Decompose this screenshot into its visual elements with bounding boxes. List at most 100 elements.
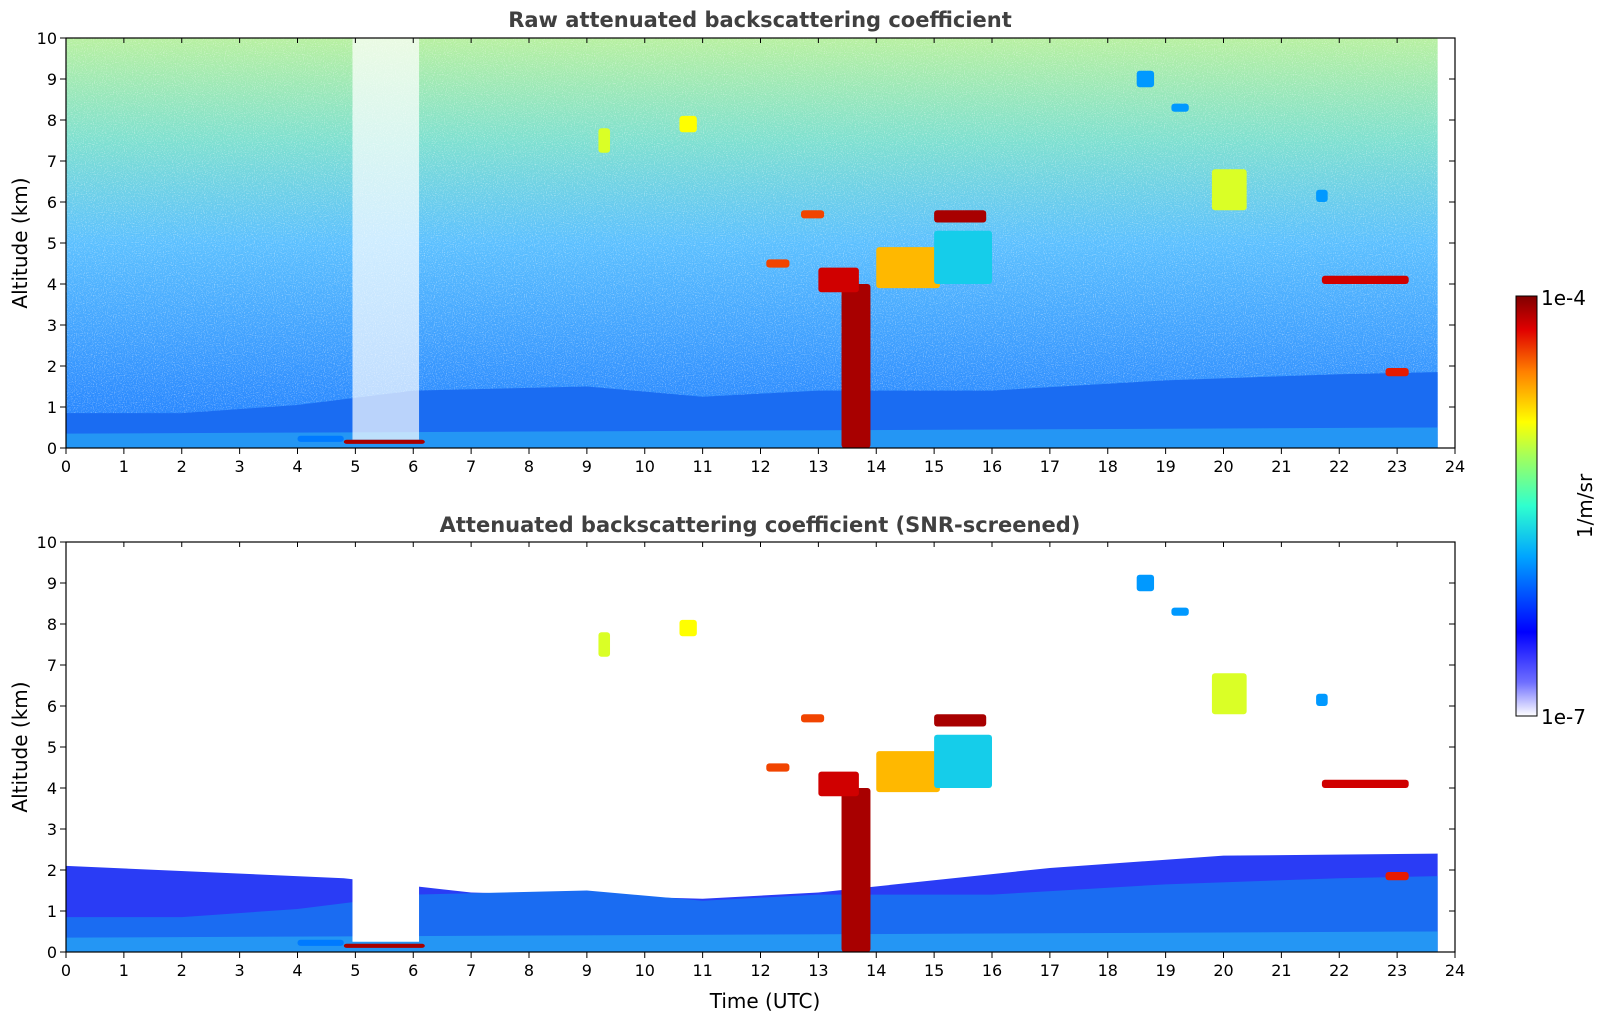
x-tick-label: 0	[61, 457, 71, 476]
y-tick-label: 2	[47, 861, 57, 880]
screened-panel-title: Attenuated backscattering coefficient (S…	[440, 513, 1081, 537]
screened-y-ticks: 0 1 2 3 4 5 6 7 8 9 10	[37, 533, 1455, 962]
y-tick-label: 0	[47, 943, 57, 962]
feature-dense-plume	[841, 284, 871, 448]
y-tick-label: 6	[47, 193, 57, 212]
x-tick-label: 14	[866, 961, 886, 980]
feature-cloud	[1316, 189, 1328, 202]
x-tick-label: 0	[61, 961, 71, 980]
screened-feature-layer	[1321, 779, 1409, 788]
y-tick-label: 10	[37, 29, 57, 48]
time-axis-label: Time (UTC)	[709, 989, 821, 1013]
screened-feature-dense-plume	[841, 788, 871, 952]
raw-x-ticks: 0 1 2 3 4 5 6 7 8 9 10 11 12 13 14 15 16 17 18 19 20 21 22 23 24	[61, 38, 1465, 476]
colorbar-gradient	[1515, 295, 1538, 717]
x-tick-label: 17	[1040, 457, 1060, 476]
y-tick-label: 0	[47, 439, 57, 458]
y-tick-label: 4	[47, 779, 57, 798]
x-tick-label: 22	[1329, 457, 1349, 476]
x-tick-label: 8	[524, 961, 534, 980]
y-tick-label: 5	[47, 738, 57, 757]
screened-feature-layer	[934, 734, 992, 788]
y-tick-label: 1	[47, 398, 57, 417]
screened-feature-cloud	[1136, 574, 1155, 592]
screened-feature-cloud	[1211, 673, 1247, 715]
x-tick-label: 17	[1040, 961, 1060, 980]
feature-layer	[1385, 368, 1409, 377]
x-tick-label: 19	[1155, 961, 1175, 980]
screened-panel: Attenuated backscattering coefficient (S…	[8, 513, 1465, 1013]
x-tick-label: 12	[750, 961, 770, 980]
x-tick-label: 5	[350, 457, 360, 476]
screened-feature-cloud	[1316, 693, 1328, 706]
x-tick-label: 15	[924, 457, 944, 476]
x-tick-label: 13	[808, 961, 828, 980]
feature-layer	[801, 210, 825, 219]
x-tick-label: 22	[1329, 961, 1349, 980]
feature-surface	[297, 435, 344, 442]
x-tick-label: 16	[982, 961, 1002, 980]
screened-heatmap	[66, 542, 1455, 952]
y-tick-label: 8	[47, 111, 57, 130]
y-tick-label: 9	[47, 574, 57, 593]
screened-feature-layer	[801, 714, 825, 723]
x-tick-label: 7	[466, 961, 476, 980]
x-tick-label: 11	[692, 457, 712, 476]
x-tick-label: 20	[1213, 457, 1233, 476]
screened-feature-layer	[1385, 872, 1409, 881]
x-tick-label: 6	[408, 457, 418, 476]
y-tick-label: 5	[47, 234, 57, 253]
colorbar-unit-label: 1/m/sr	[1573, 473, 1597, 538]
feature-cloud	[679, 115, 697, 133]
raw-panel: Raw attenuated backscattering coefficien…	[8, 8, 1465, 476]
screened-feature-surface	[297, 939, 344, 946]
noise-column	[352, 38, 420, 440]
screened-feature-cloud	[679, 619, 697, 637]
x-tick-label: 1	[119, 457, 129, 476]
colorbar: 1e-4 1e-7 1/m/sr	[1515, 286, 1597, 729]
x-tick-label: 24	[1445, 457, 1465, 476]
feature-layer	[1321, 275, 1409, 284]
x-tick-label: 8	[524, 457, 534, 476]
feature-layer	[934, 230, 992, 284]
y-tick-label: 7	[47, 152, 57, 171]
x-tick-label: 20	[1213, 961, 1233, 980]
x-tick-label: 18	[1098, 961, 1118, 980]
x-tick-label: 21	[1271, 961, 1291, 980]
x-tick-label: 7	[466, 457, 476, 476]
y-tick-label: 9	[47, 70, 57, 89]
raw-panel-title: Raw attenuated backscattering coefficien…	[508, 8, 1012, 32]
y-tick-label: 10	[37, 533, 57, 552]
raw-y-ticks: 0 1 2 3 4 5 6 7 8 9 10	[37, 29, 1455, 458]
x-tick-label: 12	[750, 457, 770, 476]
screened-feature-cloud	[1171, 607, 1189, 616]
x-tick-label: 5	[350, 961, 360, 980]
feature-cloud	[1171, 103, 1189, 112]
feature-surface	[343, 439, 425, 444]
colorbar-max-label: 1e-4	[1541, 286, 1586, 310]
feature-layer	[818, 267, 859, 293]
feature-cloud	[1211, 169, 1247, 211]
screened-x-ticks: 0 1 2 3 4 5 6 7 8 9 10 11 12 13 14 15 16 17 18 19 20 21 22 23 24	[61, 542, 1465, 980]
y-tick-label: 3	[47, 316, 57, 335]
screened-feature-layer	[818, 771, 859, 797]
screened-feature-cloud	[598, 632, 611, 657]
feature-cloud	[1136, 70, 1155, 88]
x-tick-label: 2	[177, 961, 187, 980]
feature-layer	[766, 259, 790, 268]
x-tick-label: 3	[235, 961, 245, 980]
y-tick-label: 4	[47, 275, 57, 294]
raw-y-axis-label: Altitude (km)	[8, 177, 32, 308]
feature-layer	[934, 210, 987, 223]
x-tick-label: 10	[635, 961, 655, 980]
x-tick-label: 9	[582, 961, 592, 980]
feature-layer	[876, 247, 940, 289]
y-tick-label: 3	[47, 820, 57, 839]
y-tick-label: 2	[47, 357, 57, 376]
y-tick-label: 1	[47, 902, 57, 921]
screened-gap	[352, 874, 420, 942]
x-tick-label: 24	[1445, 961, 1465, 980]
feature-cloud	[598, 128, 611, 153]
y-tick-label: 8	[47, 615, 57, 634]
x-tick-label: 4	[292, 961, 302, 980]
